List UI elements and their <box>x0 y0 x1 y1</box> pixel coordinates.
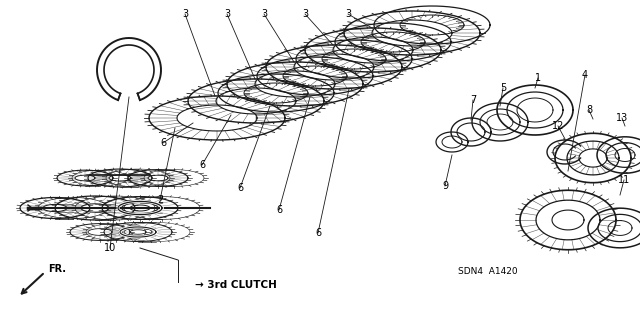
Text: 6: 6 <box>199 160 205 170</box>
Text: 3: 3 <box>224 9 230 19</box>
Text: 3: 3 <box>345 9 351 19</box>
Text: 11: 11 <box>618 175 630 185</box>
Text: 3: 3 <box>261 9 267 19</box>
Text: 10: 10 <box>104 243 116 253</box>
Text: 9: 9 <box>442 181 448 191</box>
Text: 3: 3 <box>302 9 308 19</box>
Text: SDN4  A1420: SDN4 A1420 <box>458 268 518 277</box>
Text: 12: 12 <box>552 121 564 131</box>
Text: 7: 7 <box>470 95 476 105</box>
Text: 6: 6 <box>237 183 243 193</box>
Text: 8: 8 <box>586 105 592 115</box>
Text: 4: 4 <box>582 70 588 80</box>
Text: 1: 1 <box>535 73 541 83</box>
Text: FR.: FR. <box>48 264 66 274</box>
Text: 6: 6 <box>276 205 282 215</box>
Text: 6: 6 <box>315 228 321 238</box>
Text: 5: 5 <box>500 83 506 93</box>
Text: 3: 3 <box>182 9 188 19</box>
Text: 2: 2 <box>157 195 163 205</box>
Text: 13: 13 <box>616 113 628 123</box>
Text: 6: 6 <box>160 138 166 148</box>
Text: → 3rd CLUTCH: → 3rd CLUTCH <box>195 280 277 290</box>
